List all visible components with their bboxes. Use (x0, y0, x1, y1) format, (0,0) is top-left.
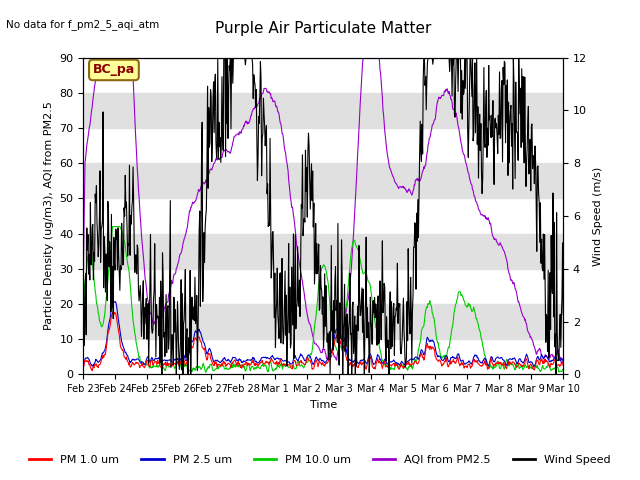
Bar (83, 304, 563, 339)
Bar (83, 234, 563, 269)
Bar (83, 163, 563, 198)
Y-axis label: Particle Density (ug/m3), AQI from PM2.5: Particle Density (ug/m3), AQI from PM2.5 (44, 102, 54, 330)
Text: No data for f_pm2_5_aqi_atm: No data for f_pm2_5_aqi_atm (6, 19, 159, 30)
X-axis label: Time: Time (310, 400, 337, 409)
Text: BC_pa: BC_pa (93, 63, 135, 76)
Y-axis label: Wind Speed (m/s): Wind Speed (m/s) (593, 167, 603, 265)
Title: Purple Air Particulate Matter: Purple Air Particulate Matter (215, 21, 431, 36)
Bar (83, 93, 563, 128)
Legend: PM 1.0 um, PM 2.5 um, PM 10.0 um, AQI from PM2.5, Wind Speed: PM 1.0 um, PM 2.5 um, PM 10.0 um, AQI fr… (25, 451, 615, 469)
